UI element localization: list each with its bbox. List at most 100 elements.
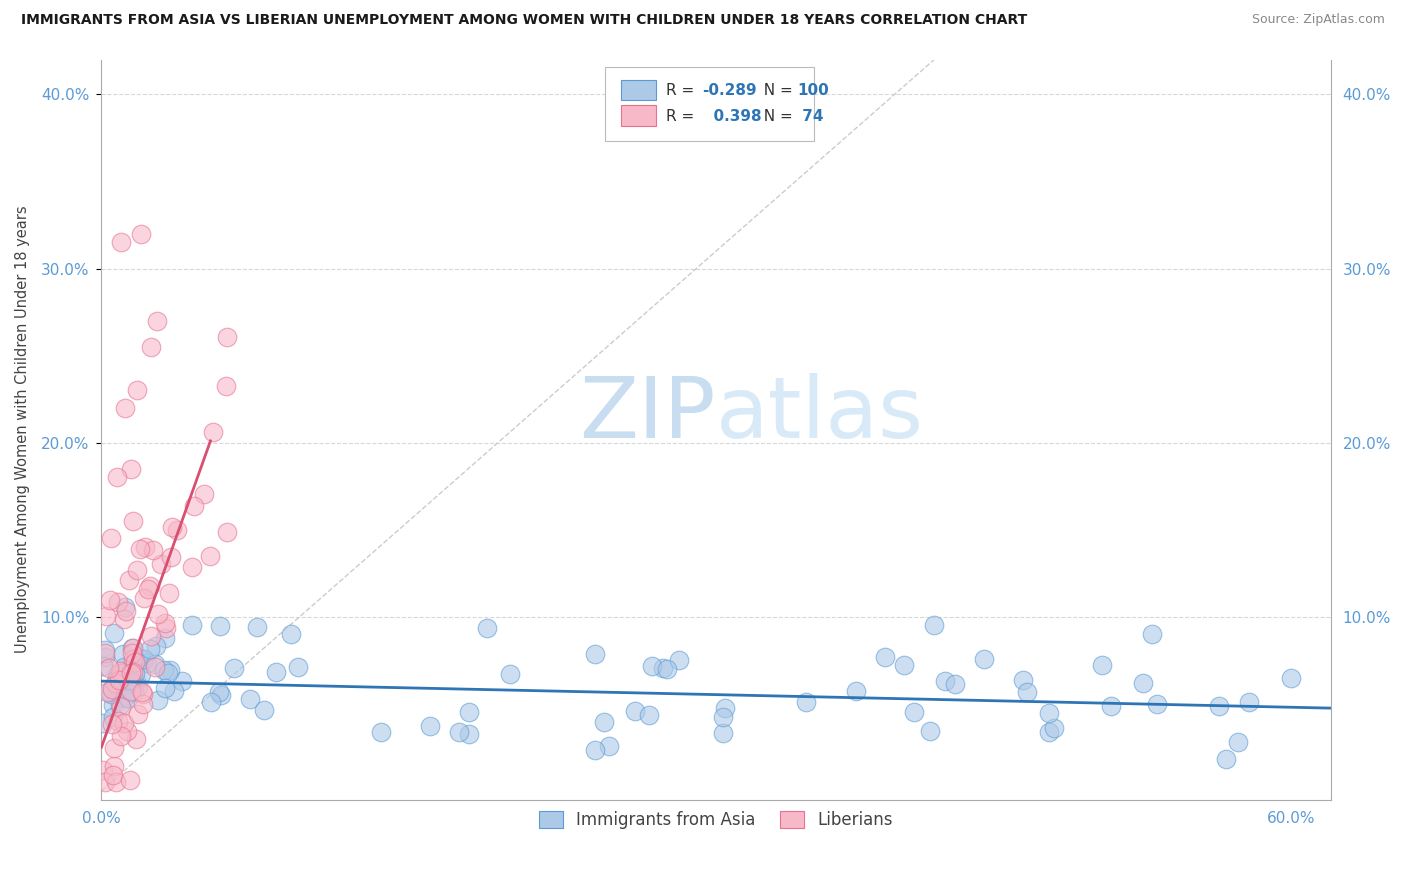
Point — [110, 235, 132, 250]
Point — [120, 683, 142, 698]
Point — [200, 695, 222, 709]
Point — [477, 621, 499, 635]
Point — [183, 499, 205, 513]
Point — [118, 574, 141, 588]
Point — [1142, 627, 1164, 641]
Point — [845, 684, 868, 698]
Point — [149, 558, 172, 572]
Point — [93, 659, 115, 673]
Text: ZIP: ZIP — [579, 373, 716, 457]
Point — [136, 582, 159, 597]
Point — [114, 670, 136, 684]
Point — [146, 693, 169, 707]
Point — [1038, 725, 1060, 739]
Point — [107, 714, 129, 728]
Point — [713, 726, 735, 740]
Point — [652, 661, 675, 675]
Point — [122, 640, 145, 655]
Point — [209, 688, 232, 702]
Point — [943, 677, 966, 691]
Point — [711, 710, 734, 724]
Text: Source: ZipAtlas.com: Source: ZipAtlas.com — [1251, 13, 1385, 27]
Point — [623, 704, 645, 718]
Point — [370, 725, 392, 739]
Point — [115, 723, 138, 738]
Point — [222, 661, 245, 675]
Point — [117, 690, 139, 705]
Point — [103, 698, 125, 712]
Point — [159, 550, 181, 565]
Point — [146, 314, 169, 328]
Point — [1279, 671, 1302, 685]
Point — [125, 654, 148, 668]
Point — [129, 227, 152, 241]
Point — [153, 663, 176, 677]
Point — [922, 618, 945, 632]
Point — [103, 741, 125, 756]
Point — [153, 681, 176, 695]
Point — [200, 549, 222, 563]
Point — [105, 470, 128, 484]
Point — [202, 425, 225, 439]
Point — [143, 660, 166, 674]
Point — [124, 665, 146, 680]
Point — [457, 727, 479, 741]
Point — [129, 666, 152, 681]
Point — [93, 763, 115, 777]
Point — [94, 775, 117, 789]
Point — [112, 691, 135, 706]
Point — [934, 673, 956, 688]
Legend: Immigrants from Asia, Liberians: Immigrants from Asia, Liberians — [533, 804, 900, 836]
Point — [101, 709, 124, 723]
Point — [108, 698, 131, 712]
Point — [657, 662, 679, 676]
Point — [208, 684, 231, 698]
Point — [598, 739, 620, 754]
Point — [419, 719, 441, 733]
Point — [122, 651, 145, 665]
Point — [110, 729, 132, 743]
Point — [796, 695, 818, 709]
Point — [139, 629, 162, 643]
Point — [180, 618, 202, 632]
Point — [157, 665, 180, 680]
Point — [893, 658, 915, 673]
Point — [108, 673, 131, 687]
Text: 74: 74 — [797, 109, 824, 124]
Text: atlas: atlas — [716, 373, 924, 457]
Point — [101, 682, 124, 697]
Text: 0.398: 0.398 — [703, 109, 761, 124]
Point — [457, 705, 479, 719]
Point — [157, 586, 180, 600]
Point — [1042, 721, 1064, 735]
Point — [103, 626, 125, 640]
Point — [447, 725, 470, 739]
Point — [124, 732, 146, 747]
Point — [1012, 673, 1035, 687]
Point — [93, 715, 115, 730]
Point — [94, 649, 117, 664]
Point — [127, 707, 149, 722]
Point — [135, 657, 157, 671]
Point — [1215, 751, 1237, 765]
Point — [125, 563, 148, 577]
FancyBboxPatch shape — [606, 67, 814, 141]
Point — [107, 681, 129, 696]
Point — [103, 768, 125, 782]
Point — [110, 699, 132, 714]
Point — [593, 715, 616, 730]
Point — [139, 340, 162, 354]
Point — [1099, 698, 1122, 713]
Point — [875, 649, 897, 664]
Point — [1017, 685, 1039, 699]
Point — [120, 665, 142, 680]
Point — [114, 600, 136, 615]
Point — [266, 665, 288, 679]
Point — [107, 667, 129, 681]
Point — [903, 705, 925, 719]
Text: -0.289: -0.289 — [703, 83, 758, 98]
Point — [97, 661, 120, 675]
Point — [287, 660, 309, 674]
Point — [163, 684, 186, 698]
Point — [112, 611, 135, 625]
